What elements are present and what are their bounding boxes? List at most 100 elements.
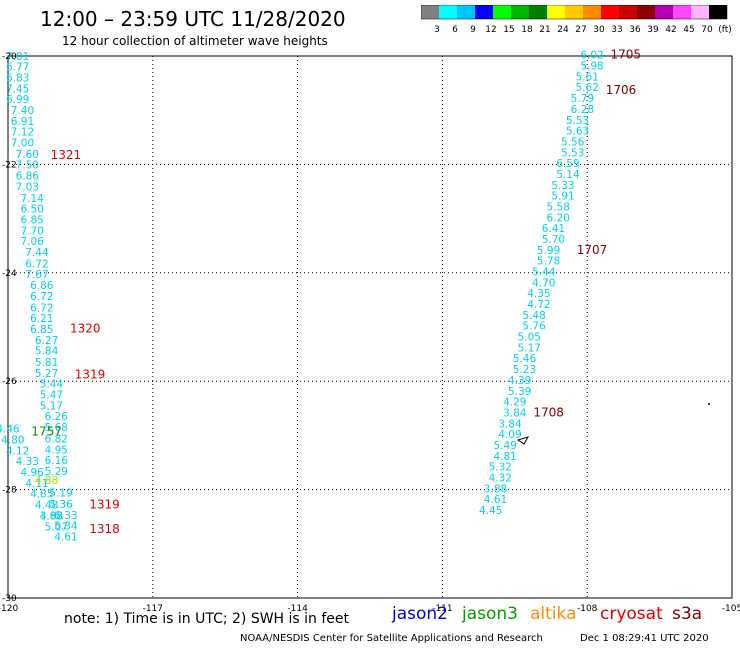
wave-height-value: 6.02 (580, 50, 603, 62)
wave-height-value: 6.72 (25, 258, 48, 270)
wave-height-value: 6.86 (30, 280, 54, 292)
legend-jason2: jason2 (392, 604, 448, 624)
wave-height-value: 6.26 (45, 411, 69, 423)
note-text: note: 1) Time is in UTC; 2) SWH is in fe… (64, 611, 350, 627)
wave-height-value: 4.09 (498, 429, 521, 441)
wave-height-value: 4.61 (484, 494, 507, 506)
wave-height-value: 4.72 (527, 299, 550, 311)
wave-height-value: 6.16 (45, 455, 69, 467)
wave-height-value: 6.83 (6, 72, 29, 84)
colorbar-label: 18 (521, 25, 533, 35)
wave-height-value: 4.80 (1, 435, 24, 447)
wave-height-value: 7.03 (16, 181, 39, 193)
wave-height-value: 4.81 (493, 451, 516, 463)
x-tick-label: -105 (722, 604, 740, 614)
footer-timestamp: Dec 1 08:29:41 UTC 2020 (580, 633, 709, 644)
colorbar-label: 21 (539, 25, 550, 35)
wave-height-value: 4.11 (25, 478, 48, 490)
colorbar-label: 27 (575, 25, 586, 35)
wave-height-value: 5.98 (580, 61, 603, 73)
wave-height-value: 5.91 (551, 191, 574, 203)
wave-height-value: 5.81 (35, 357, 58, 369)
colorbar-label: 30 (593, 25, 605, 35)
colorbar-label: 3 (434, 25, 440, 35)
wave-height-value: 5.27 (35, 368, 58, 380)
wave-height-value: 5.70 (542, 234, 565, 246)
wave-height-value: 5.48 (522, 310, 545, 322)
plot-area: -120 -117 -114 -111 -108 -105 -20 -22 -24 -26 -28 -… (0, 48, 740, 614)
island-dot (708, 403, 710, 405)
pass-time-label: 1757 (31, 424, 62, 438)
wave-height-value: 5.44 (532, 267, 556, 279)
wave-height-value: 5.32 (489, 462, 512, 474)
wave-height-value: 6.59 (556, 158, 579, 170)
wave-height-value: 6.91 (11, 116, 34, 128)
legend-s3a: s3a (672, 604, 703, 624)
colorbar-swatch (673, 5, 691, 19)
wave-height-value: 5.17 (518, 342, 541, 354)
y-tick-label: -26 (2, 377, 17, 387)
wave-height-value: 5.17 (40, 400, 63, 412)
wave-height-value: 3.88 (40, 510, 63, 522)
wave-height-value: 6.77 (6, 62, 29, 74)
wave-height-value: 5.05 (518, 332, 541, 344)
wave-height-value: 6.28 (571, 104, 594, 116)
wave-height-value: 4.63 (40, 510, 63, 522)
wave-height-value: 7.67 (25, 269, 48, 281)
x-tick-label: -117 (143, 604, 163, 614)
wave-height-value: 5.49 (493, 440, 516, 452)
wave-height-value: 5.84 (35, 346, 59, 358)
wave-height-value: 4.29 (503, 397, 526, 409)
wave-height-value: 6.50 (20, 204, 43, 216)
colorbar-swatch (601, 5, 619, 19)
colorbar-swatch (493, 5, 511, 19)
wave-height-value: 4.61 (54, 532, 77, 544)
pass-time-label: 1706 (606, 83, 637, 97)
colorbar-swatch (529, 5, 547, 19)
wave-height-value: 7.14 (20, 193, 44, 205)
wave-height-value: 4.32 (489, 472, 512, 484)
colorbar-label: 33 (611, 25, 622, 35)
wave-height-value: 5.34 (54, 521, 78, 533)
wave-height-value: 7.60 (16, 149, 39, 161)
wave-height-value: 6.85 (30, 324, 53, 336)
satellite-legend: jason2 jason3 altika cryosat s3a (0, 604, 740, 626)
wave-height-value: 5.46 (513, 353, 537, 365)
wave-height-value: 7.06 (20, 236, 44, 248)
pass-time-label: 1707 (577, 243, 608, 257)
wave-height-value: 5.53 (566, 115, 589, 127)
pass-time-label: 1321 (51, 148, 82, 162)
wave-height-value: 5.63 (566, 126, 589, 138)
wave-height-value: 5.58 (547, 201, 570, 213)
pass-time-label: 1705 (611, 48, 642, 62)
legend-cryosat: cryosat (600, 604, 663, 624)
wave-height-value: 4.12 (6, 445, 29, 457)
wave-height-value: 5.78 (537, 256, 560, 268)
wave-height-value: 6.99 (6, 94, 29, 106)
wave-height-value: 5.39 (508, 386, 531, 398)
wave-height-value: 5.62 (576, 82, 599, 94)
wave-height-value: 5.19 (49, 488, 72, 500)
colorbar-label: (ft) (718, 25, 731, 35)
wave-height-value: 5.44 (40, 379, 64, 391)
wave-height-value: 4.48 (35, 500, 58, 512)
x-tick-label: -108 (577, 604, 598, 614)
wave-height-value: 7.44 (25, 247, 49, 259)
chart-subtitle: 12 hour collection of altimeter wave hei… (62, 34, 328, 48)
wave-height-value: 4.35 (527, 288, 550, 300)
colorbar-swatch (475, 5, 493, 19)
legend-jason3: jason3 (462, 604, 518, 624)
colorbar: 3 6 9 12 15 18 21 24 27 30 33 36 39 42 45 70 (ft) (421, 5, 731, 35)
wave-height-value: 6.72 (30, 302, 53, 314)
colorbar-label: 45 (683, 25, 694, 35)
x-tick-label: -111 (432, 604, 452, 614)
colorbar-swatch (421, 5, 439, 19)
wave-height-value: 5.29 (45, 466, 68, 478)
island-outline (516, 436, 530, 445)
wave-height-value: 7.50 (16, 160, 39, 172)
pass-time-label: 1320 (70, 321, 101, 335)
wave-height-value: 6.85 (20, 214, 43, 226)
wave-height-value: 4.88 (35, 475, 58, 487)
colorbar-label: 36 (629, 25, 641, 35)
colorbar-label: 12 (485, 25, 496, 35)
